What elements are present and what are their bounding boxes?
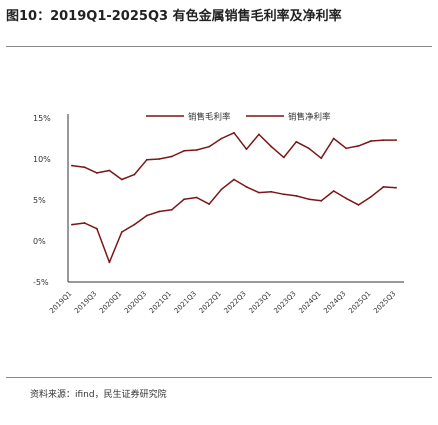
data-point [233, 131, 235, 134]
data-point [233, 178, 235, 181]
data-point [395, 186, 397, 189]
series-line [71, 178, 397, 264]
data-point [220, 137, 223, 140]
data-point [282, 156, 285, 159]
data-point [170, 208, 173, 211]
data-point [395, 139, 397, 142]
data-point [270, 145, 273, 148]
x-tick-label: 2020Q3 [123, 290, 148, 315]
data-point [83, 166, 86, 169]
data-point [332, 137, 335, 140]
data-point [357, 204, 360, 206]
legend-item: 销售毛利率 [146, 112, 231, 123]
data-point [120, 231, 123, 233]
data-point [71, 164, 73, 167]
data-point [183, 198, 186, 201]
data-point [295, 140, 298, 143]
x-tick-label: 2023Q3 [272, 290, 297, 315]
data-point [208, 145, 210, 148]
data-point [245, 148, 248, 151]
series-lines [71, 131, 397, 264]
series-gross-margin [71, 131, 397, 181]
x-tick-label: 2019Q3 [73, 290, 98, 315]
data-point [307, 147, 310, 150]
legend-item: 销售净利率 [246, 112, 331, 123]
x-tick-label: 2024Q1 [297, 290, 322, 315]
data-point [320, 157, 323, 160]
y-tick-label: 15% [33, 114, 51, 123]
y-axis-ticks: -5% 0% 5% 10% 15% [33, 114, 51, 287]
data-point [220, 188, 223, 191]
y-tick-label: 10% [33, 155, 51, 164]
data-point [133, 173, 136, 176]
legend-label: 销售净利率 [288, 112, 331, 123]
x-tick-label: 2021Q1 [148, 290, 173, 315]
legend-label: 销售毛利率 [188, 112, 231, 123]
series-line [71, 132, 397, 181]
data-point [195, 196, 198, 199]
x-tick-label: 2020Q1 [98, 290, 123, 315]
data-point [133, 223, 136, 226]
data-point [295, 195, 298, 197]
legend: 销售毛利率 销售净利率 [146, 112, 331, 123]
data-point [345, 197, 348, 200]
data-point [108, 261, 111, 264]
y-tick-label: -5% [33, 278, 49, 287]
axes [67, 114, 404, 283]
data-point [108, 169, 111, 172]
x-tick-label: 2025Q3 [372, 290, 397, 315]
data-point [307, 198, 310, 201]
data-point [96, 227, 98, 230]
x-tick-label: 2025Q1 [347, 290, 372, 315]
x-tick-label: 2021Q3 [173, 290, 198, 315]
data-point [183, 149, 186, 152]
data-point [158, 210, 161, 213]
series-net-margin [71, 178, 397, 264]
data-point [282, 193, 285, 196]
title-divider [6, 46, 432, 47]
data-point [245, 185, 248, 188]
data-point [345, 147, 348, 150]
line-chart: -5%0%5%10%15% 2019Q1 2019Q3 2020Q1 2020Q3 20… [33, 112, 404, 315]
data-point [170, 155, 173, 158]
data-point [320, 199, 323, 202]
x-axis-ticks: 2019Q1 2019Q3 2020Q1 2020Q3 2021Q1 2021Q3 2022… [48, 290, 397, 315]
y-tick-label: 5% [33, 196, 46, 205]
data-point [96, 172, 98, 174]
data-point [145, 158, 148, 161]
data-point [145, 214, 148, 217]
x-tick-label: 2022Q3 [223, 290, 248, 315]
x-tick-label: 2019Q1 [48, 290, 73, 315]
data-point [258, 133, 260, 136]
data-point [195, 149, 198, 151]
data-point [258, 191, 260, 194]
x-tick-label: 2024Q3 [322, 290, 347, 315]
data-point [382, 139, 385, 142]
figure-title: 图10：2019Q1-2025Q3 有色金属销售毛利率及净利率 [6, 9, 342, 24]
data-point [83, 222, 86, 224]
data-point [382, 185, 385, 188]
x-tick-label: 2022Q1 [198, 290, 223, 315]
data-point [332, 190, 335, 192]
footer-divider [6, 377, 432, 378]
data-point [71, 223, 73, 226]
source-note: 资料来源：ifind，民生证券研究院 [30, 390, 167, 400]
data-point [208, 203, 210, 205]
data-point [370, 195, 372, 198]
data-point [120, 178, 123, 181]
y-tick-label: 0% [33, 237, 46, 246]
x-tick-label: 2023Q1 [247, 290, 272, 315]
data-point [370, 140, 372, 142]
data-point [357, 144, 360, 147]
data-point [158, 158, 161, 160]
data-point [270, 190, 273, 193]
